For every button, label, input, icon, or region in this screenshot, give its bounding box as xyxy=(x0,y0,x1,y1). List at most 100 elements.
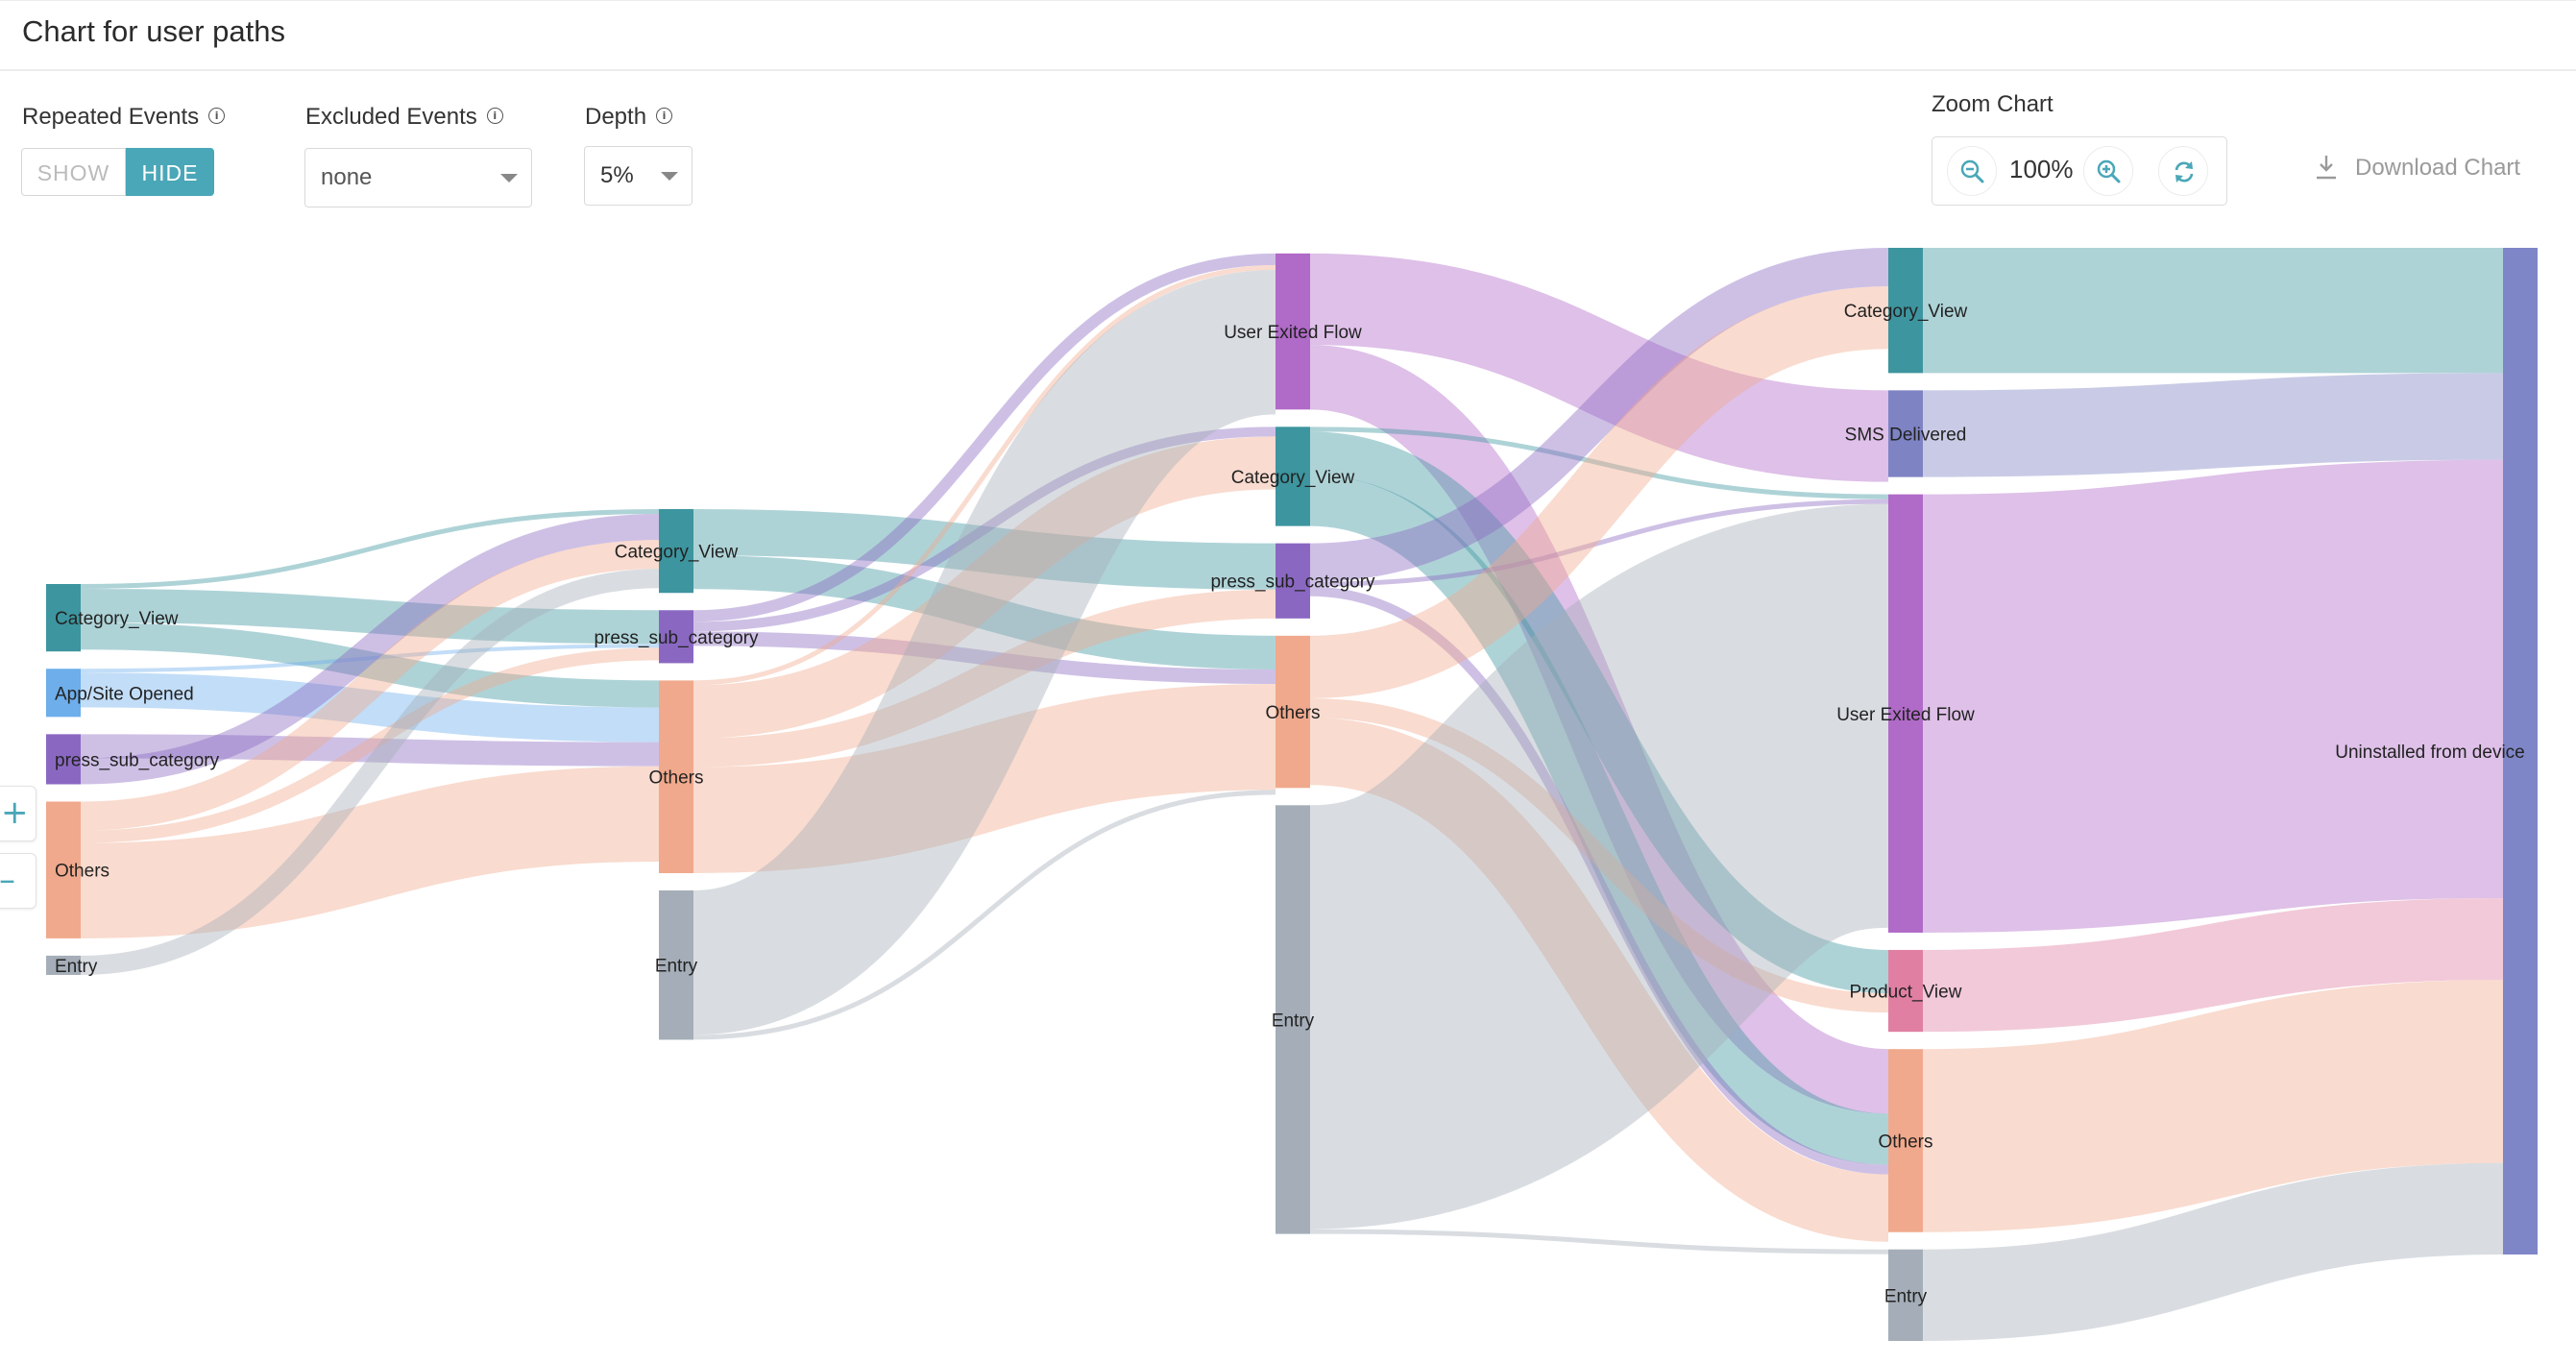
excluded-events-select[interactable]: none xyxy=(304,148,532,207)
info-icon[interactable]: i xyxy=(208,108,226,124)
sankey-link[interactable] xyxy=(1922,373,2504,477)
sankey-link[interactable] xyxy=(80,540,660,831)
minus-icon: – xyxy=(0,861,15,899)
zoom-level: 100% xyxy=(2009,155,2074,183)
sankey-link[interactable] xyxy=(80,672,660,743)
sankey-node[interactable] xyxy=(46,584,81,652)
sankey-node[interactable] xyxy=(46,801,81,938)
sankey-link[interactable] xyxy=(1309,698,1889,1013)
zoom-in-button[interactable] xyxy=(2083,146,2133,196)
sankey-link[interactable] xyxy=(80,647,660,843)
sankey-link[interactable] xyxy=(1309,718,1889,1242)
sankey-node-label: Others xyxy=(1878,1132,1932,1152)
sankey-node[interactable] xyxy=(46,669,81,718)
sankey-link[interactable] xyxy=(693,790,1276,1040)
sankey-link[interactable] xyxy=(1309,586,1889,1175)
sankey-node[interactable] xyxy=(1276,805,1310,1234)
sankey-link[interactable] xyxy=(693,631,1276,684)
sankey-link[interactable] xyxy=(80,622,660,708)
sankey-node-labels: Category_View App/Site Opened press_sub_ca… xyxy=(55,302,2525,1306)
sankey-node[interactable] xyxy=(659,680,693,873)
sankey-link[interactable] xyxy=(693,555,1276,670)
sankey-link[interactable] xyxy=(1922,459,2504,933)
sankey-link[interactable] xyxy=(1922,980,2504,1232)
sankey-link[interactable] xyxy=(693,589,1276,767)
sankey-node[interactable] xyxy=(1276,253,1310,410)
sankey-link[interactable] xyxy=(80,734,660,767)
sankey-link[interactable] xyxy=(1309,253,1889,482)
sankey-link[interactable] xyxy=(693,509,1276,590)
download-icon xyxy=(2317,156,2336,180)
sankey-node[interactable] xyxy=(659,889,693,1040)
sankey-node[interactable] xyxy=(1276,635,1310,789)
sankey-link[interactable] xyxy=(1922,1162,2504,1341)
sankey-link[interactable] xyxy=(1309,247,1889,582)
zoom-in-icon xyxy=(2097,159,2121,183)
sankey-link[interactable] xyxy=(690,269,1279,1035)
sankey-link[interactable] xyxy=(1308,345,1890,1114)
sankey-link[interactable] xyxy=(693,253,1276,622)
sankey-node[interactable] xyxy=(1888,949,1923,1033)
sankey-link[interactable] xyxy=(1309,499,1889,587)
sankey-node-label: press_sub_category xyxy=(1210,572,1375,593)
sankey-node[interactable] xyxy=(1888,390,1923,477)
sankey-node-label: Entry xyxy=(655,957,698,977)
sankey-node-label: Others xyxy=(1265,703,1320,723)
depth-label: Depth i xyxy=(585,104,673,131)
download-chart-button[interactable]: Download Chart xyxy=(2315,154,2520,182)
sankey-node[interactable] xyxy=(1888,1249,1923,1341)
reset-zoom-button[interactable] xyxy=(2158,146,2208,196)
depth-select[interactable]: 5% xyxy=(584,146,693,206)
sankey-node-label: Entry xyxy=(55,957,98,977)
hide-button[interactable]: HIDE xyxy=(126,148,214,196)
sankey-link[interactable] xyxy=(693,264,1276,686)
sankey-link[interactable] xyxy=(1309,1229,1889,1254)
sankey-link[interactable] xyxy=(693,683,1276,873)
sankey-node[interactable] xyxy=(1276,543,1310,619)
sankey-node-label: press_sub_category xyxy=(55,750,220,770)
sankey-node[interactable] xyxy=(1888,494,1923,933)
sankey-node[interactable] xyxy=(659,509,693,594)
sankey-node[interactable] xyxy=(46,955,81,975)
side-zoom-out-button[interactable]: – xyxy=(0,853,36,909)
sankey-link[interactable] xyxy=(80,514,660,785)
info-icon[interactable]: i xyxy=(656,108,673,124)
side-zoom-in-button[interactable]: + xyxy=(0,786,36,841)
reset-icon xyxy=(2175,161,2194,183)
info-icon[interactable]: i xyxy=(486,108,503,124)
sankey-link[interactable] xyxy=(1309,431,1889,994)
zoom-out-button[interactable] xyxy=(1947,146,1997,196)
chevron-down-icon xyxy=(500,174,518,183)
sankey-nodes xyxy=(46,248,2538,1341)
zoom-control: 100% xyxy=(1932,136,2227,206)
sankey-node-label: Others xyxy=(648,768,703,789)
sankey-node[interactable] xyxy=(1888,248,1923,374)
sankey-link[interactable] xyxy=(80,589,660,645)
sankey-node-label: Category_View xyxy=(1844,302,1968,322)
sankey-link[interactable] xyxy=(1922,897,2504,1033)
sankey-node[interactable] xyxy=(1276,426,1310,526)
sankey-node[interactable] xyxy=(659,610,693,664)
plus-icon: + xyxy=(1,793,29,832)
repeated-events-label: Repeated Events i xyxy=(22,104,226,131)
sankey-link[interactable] xyxy=(1303,503,1895,1230)
sankey-link[interactable] xyxy=(1309,286,1889,699)
sankey-node[interactable] xyxy=(46,734,81,785)
sankey-link[interactable] xyxy=(1309,475,1889,1165)
sankey-node[interactable] xyxy=(2503,248,2538,1254)
sankey-node-label: User Exited Flow xyxy=(1836,705,1975,725)
sankey-node-label: Category_View xyxy=(55,609,179,629)
sankey-node-label: Product_View xyxy=(1850,983,1962,1003)
sankey-node[interactable] xyxy=(1888,1049,1923,1232)
sankey-link[interactable] xyxy=(693,436,1276,739)
sankey-link[interactable] xyxy=(80,508,660,590)
show-button[interactable]: SHOW xyxy=(21,148,126,196)
repeated-events-toggle[interactable]: SHOW HIDE xyxy=(21,148,214,198)
sankey-link[interactable] xyxy=(80,569,660,975)
sankey-link[interactable] xyxy=(693,426,1276,632)
sankey-link[interactable] xyxy=(80,644,660,673)
sankey-link[interactable] xyxy=(1309,426,1889,499)
sankey-link[interactable] xyxy=(80,766,660,938)
zoom-chart-label: Zoom Chart xyxy=(1932,91,2054,117)
